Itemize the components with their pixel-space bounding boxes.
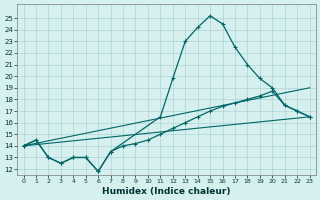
X-axis label: Humidex (Indice chaleur): Humidex (Indice chaleur) — [102, 187, 231, 196]
